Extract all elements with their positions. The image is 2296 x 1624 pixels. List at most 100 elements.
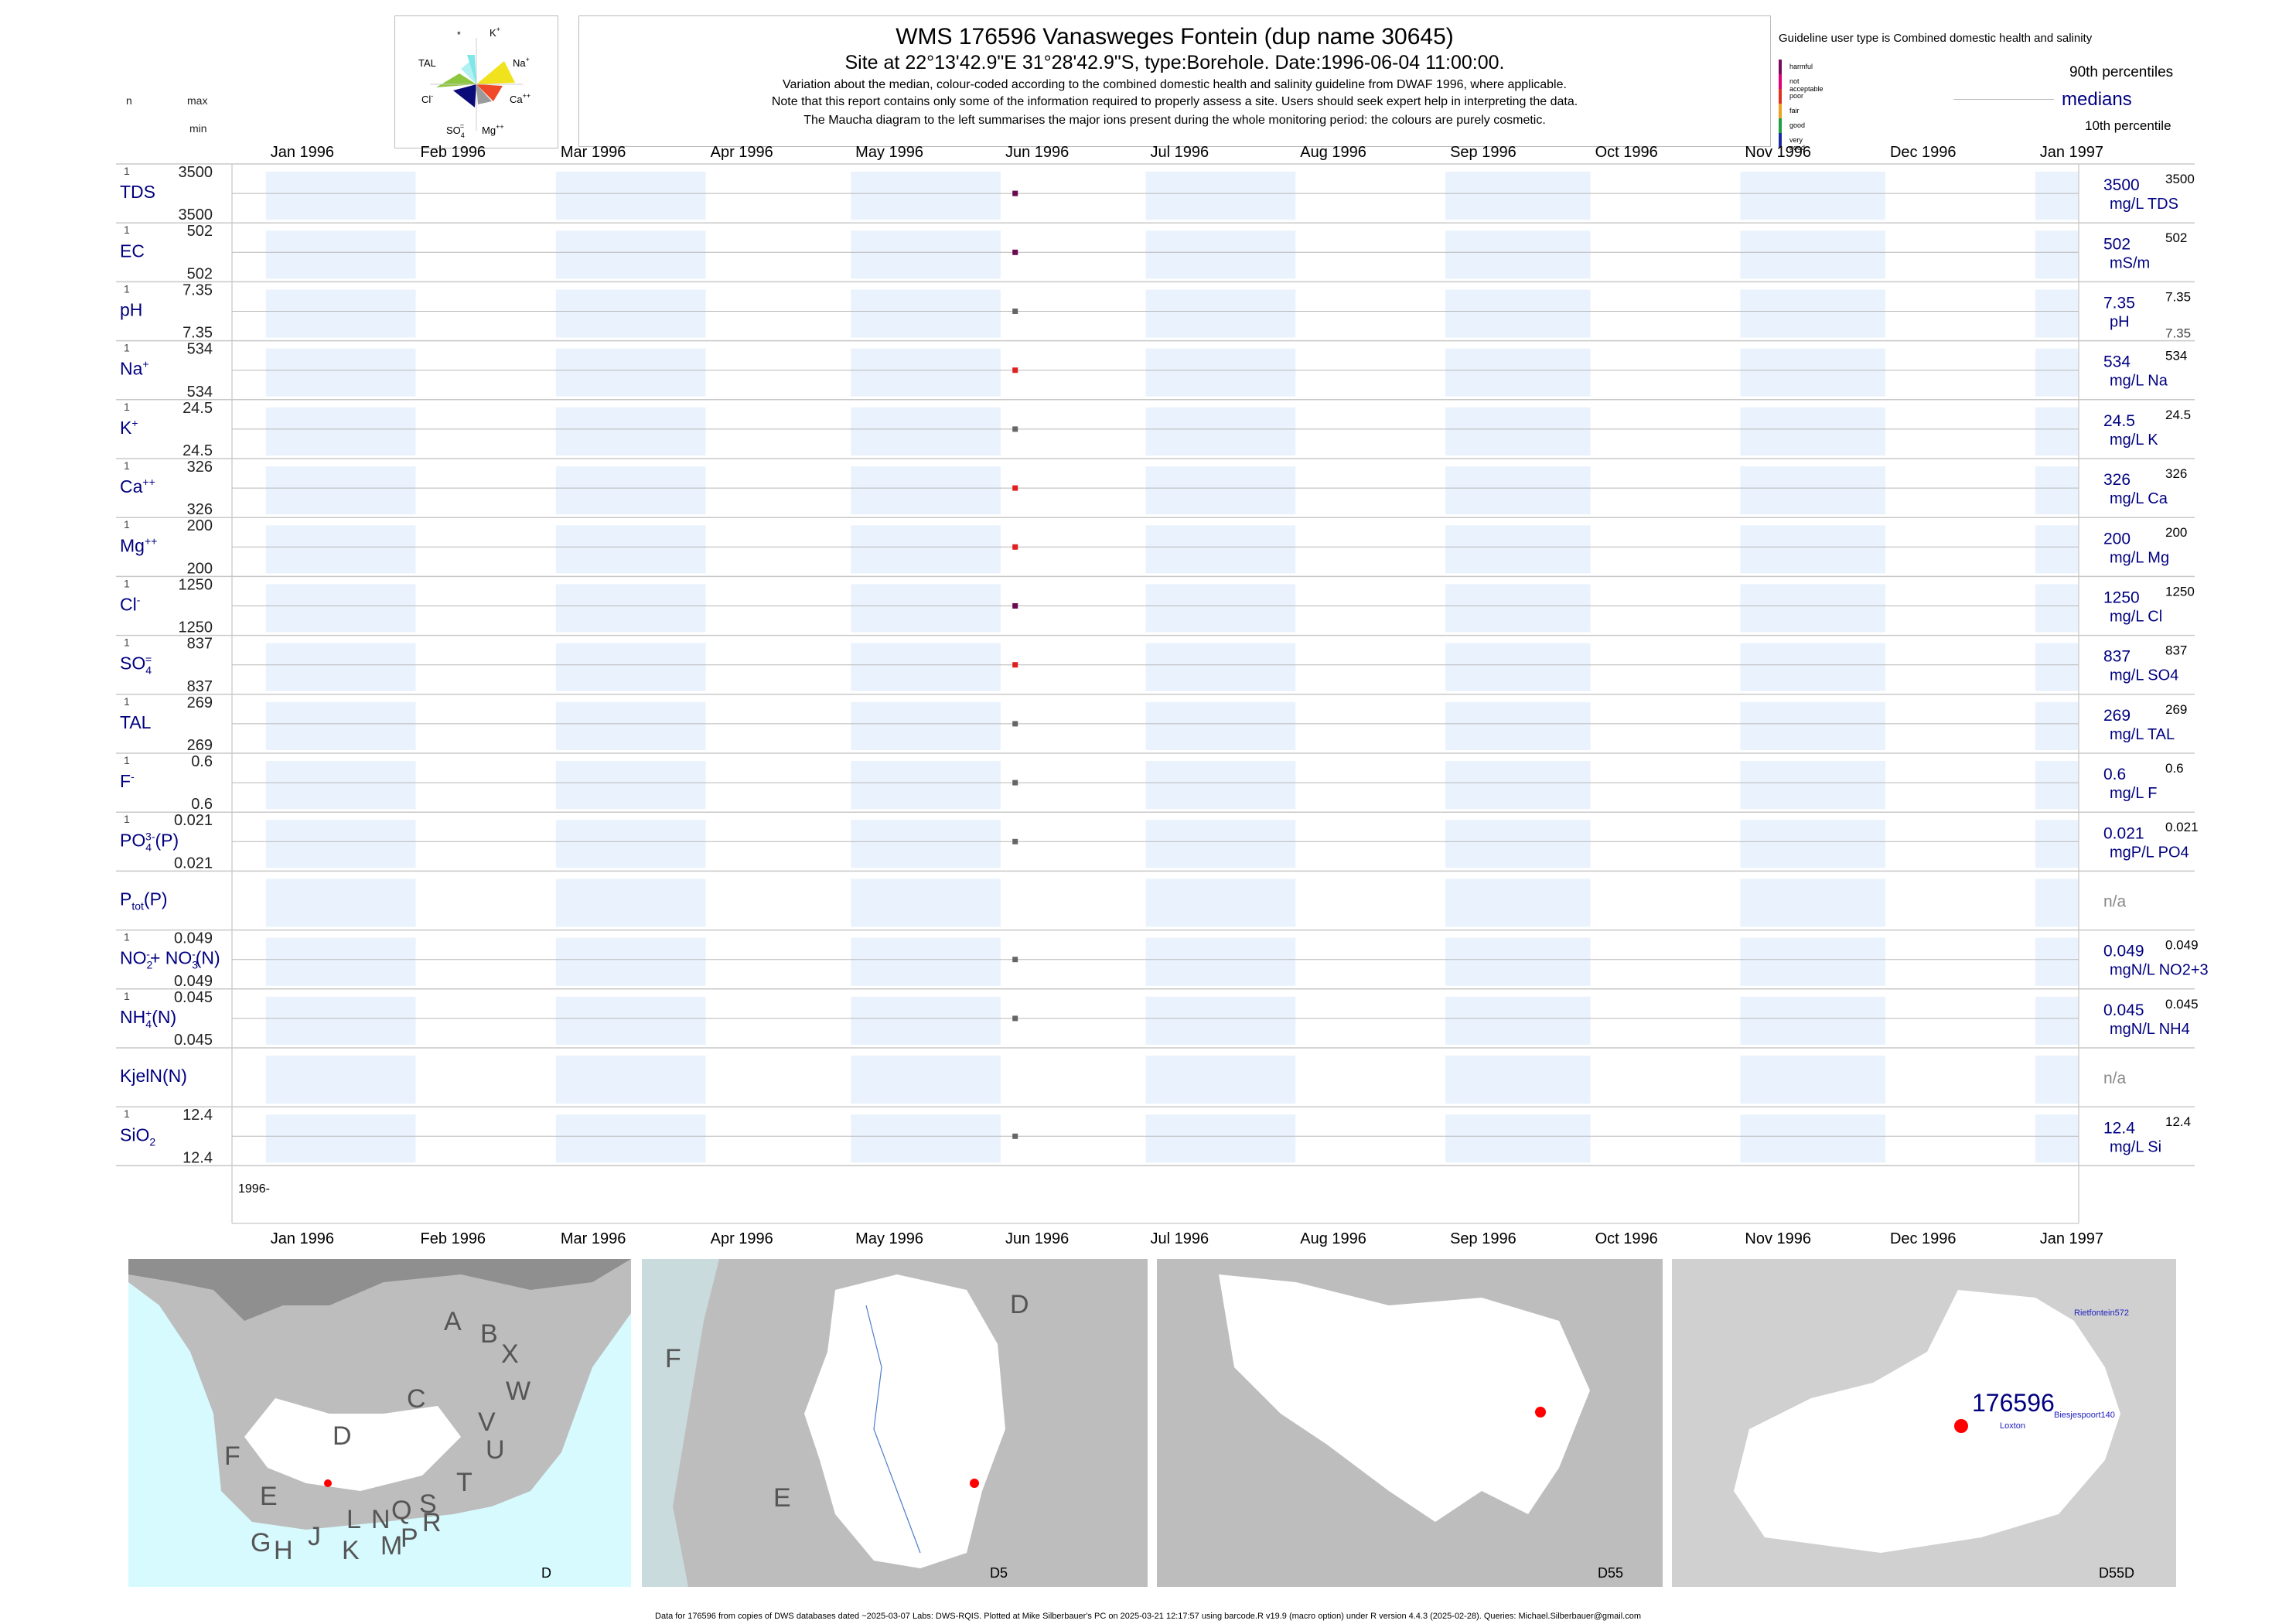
map1-neighbours xyxy=(128,1259,631,1321)
sample-point xyxy=(1012,780,1018,786)
row-param-label: Cl- xyxy=(120,594,141,615)
row-max: 0.6 xyxy=(191,753,213,770)
row-p90: 1250 xyxy=(2165,584,2195,599)
data-points xyxy=(1012,190,1018,1139)
month-shade xyxy=(1145,879,1296,927)
row-min: 7.35 xyxy=(183,325,213,342)
map1-letter: S xyxy=(419,1489,437,1519)
class-swatch xyxy=(1779,89,1782,104)
row-unit: pH xyxy=(2110,314,2130,331)
row-min: 3500 xyxy=(179,206,213,223)
row-n: 1 xyxy=(124,577,130,589)
row-param-label: pH xyxy=(120,300,142,320)
month-label-bottom: Feb 1996 xyxy=(421,1230,486,1247)
row-max: 24.5 xyxy=(183,400,213,417)
row-min: 0.6 xyxy=(191,796,213,813)
row-param-label: Ca++ xyxy=(120,476,155,496)
sample-point xyxy=(1012,249,1018,255)
month-shade xyxy=(1145,466,1296,515)
month-shade xyxy=(1740,937,1885,986)
month-tick-labels: Jan 1996 Jan 1996 Feb 1996 Feb 1996 Mar 1996… xyxy=(271,144,2103,1247)
month-label-top: Dec 1996 xyxy=(1890,144,1957,161)
map4-d55d-catchment xyxy=(1734,1290,2120,1553)
month-label-top: May 1996 xyxy=(855,144,923,161)
report-subtitle: Site at 22°13'42.9"E 31°28'42.9"S, type:… xyxy=(844,52,1505,73)
month-shade xyxy=(555,820,706,868)
sample-point xyxy=(1012,1133,1018,1139)
month-shade xyxy=(2035,1056,2079,1104)
month-shade xyxy=(265,643,416,691)
legend-medians: medians xyxy=(2062,89,2132,110)
map2-river xyxy=(865,1305,921,1554)
month-shade xyxy=(555,289,706,338)
row-n: 1 xyxy=(124,282,130,295)
month-shade xyxy=(2035,230,2079,279)
month-shade xyxy=(1740,996,1885,1045)
map1-letter: K xyxy=(342,1536,360,1565)
row-median: 0.6 xyxy=(2103,766,2126,783)
month-shade xyxy=(555,701,706,750)
row-min: 24.5 xyxy=(183,442,213,459)
maucha-star-label: * xyxy=(457,29,461,40)
month-shade xyxy=(1740,230,1885,279)
month-shade xyxy=(1740,172,1885,220)
month-shade xyxy=(851,230,1001,279)
month-shade xyxy=(1740,466,1885,515)
map4-place-label: Biesjespoort140 xyxy=(2054,1411,2115,1420)
month-shade xyxy=(1445,172,1591,220)
map1-d-catchment xyxy=(244,1398,461,1491)
class-swatch xyxy=(1779,60,1782,74)
month-shade xyxy=(1445,879,1591,927)
month-shade xyxy=(1740,289,1885,338)
month-shade xyxy=(851,466,1001,515)
row-min: 534 xyxy=(187,384,213,401)
row-p90: 24.5 xyxy=(2165,408,2191,422)
maucha-ca-wedge xyxy=(476,84,503,101)
row-na: n/a xyxy=(2103,1070,2127,1087)
row-param-label: PO43-(P) xyxy=(120,830,179,853)
month-shade xyxy=(1445,525,1591,574)
row-labels: TDS 1 3500 3500 3500 mg/L TDS 3500 EC 1 502 502 502… xyxy=(120,164,2209,1166)
row-max: 534 xyxy=(187,341,213,358)
row-p90: 326 xyxy=(2165,466,2187,481)
row-min: 0.049 xyxy=(174,973,213,990)
row-max: 12.4 xyxy=(183,1107,213,1124)
month-shade xyxy=(851,1056,1001,1104)
month-shade xyxy=(1145,820,1296,868)
map4-site-label: 176596 xyxy=(1972,1389,2055,1417)
month-shade xyxy=(1445,937,1591,986)
row-min: 0.045 xyxy=(174,1032,213,1049)
month-shade xyxy=(1740,348,1885,397)
month-shade xyxy=(1445,289,1591,338)
row-param-label: EC xyxy=(120,241,145,261)
map1-letter: Q xyxy=(391,1496,412,1525)
row-unit: mg/L Mg xyxy=(2110,549,2169,566)
barcode-chart: Jan 1996 Jan 1996 Feb 1996 Feb 1996 Mar 1996… xyxy=(116,144,2209,1247)
month-shade xyxy=(265,525,416,574)
month-label-top: Jan 1996 xyxy=(271,144,334,161)
map1-letter: D xyxy=(333,1421,352,1451)
map1-letter: G xyxy=(251,1528,271,1557)
class-swatch xyxy=(1779,104,1782,118)
row-param-label: F- xyxy=(120,770,135,791)
sample-point xyxy=(1012,957,1018,963)
row-p90: 837 xyxy=(2165,643,2187,658)
row-unit: mgN/L NH4 xyxy=(2110,1021,2190,1038)
month-shade xyxy=(851,289,1001,338)
row-median: 0.045 xyxy=(2103,1001,2144,1019)
class-label: good xyxy=(1789,121,1806,129)
row-median: 0.021 xyxy=(2103,824,2144,842)
map-d5-region: D55 xyxy=(1157,1259,1663,1587)
map1-letter: E xyxy=(260,1482,278,1511)
month-label-bottom: Jan 1996 xyxy=(271,1230,334,1247)
month-shade xyxy=(1740,407,1885,455)
row-max: 0.021 xyxy=(174,812,213,829)
month-shade xyxy=(2035,407,2079,455)
month-shade xyxy=(1145,701,1296,750)
month-label-bottom: Apr 1996 xyxy=(711,1230,773,1247)
month-label-bottom: Jul 1996 xyxy=(1150,1230,1209,1247)
month-shade xyxy=(265,937,416,986)
map3-corner-label: D55 xyxy=(1598,1565,1624,1581)
month-shade xyxy=(1145,289,1296,338)
month-label-top: Jul 1996 xyxy=(1150,144,1209,161)
